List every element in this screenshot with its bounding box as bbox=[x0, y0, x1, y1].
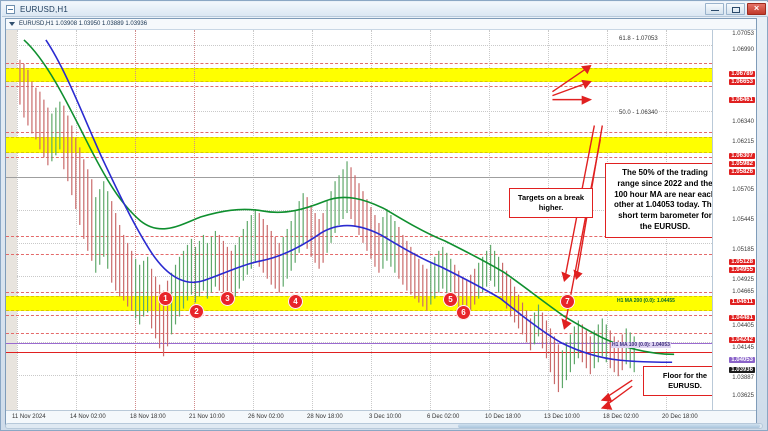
price-label: 1.06990 bbox=[732, 47, 754, 53]
targets-annotation: Targets on a break higher. bbox=[509, 188, 593, 219]
date-label: 28 Nov 18:00 bbox=[307, 414, 343, 420]
support-band-main bbox=[6, 296, 712, 311]
marker-6[interactable]: 6 bbox=[456, 305, 471, 320]
window-title: EURUSD,H1 bbox=[20, 4, 69, 14]
price-tag: 1.04955 bbox=[729, 267, 755, 273]
marker-7[interactable]: 7 bbox=[560, 294, 575, 309]
close-icon: ✕ bbox=[753, 5, 760, 13]
close-button[interactable]: ✕ bbox=[747, 3, 766, 15]
price-label: 1.04145 bbox=[732, 345, 754, 351]
date-label: 6 Dec 02:00 bbox=[427, 414, 460, 420]
price-label: 1.05705 bbox=[732, 187, 754, 193]
price-tag: 1.05982 bbox=[729, 161, 755, 167]
chart-subwindow: EURUSD,H1 1.03908 1.03950 1.03889 1.0393… bbox=[5, 18, 757, 429]
price-tag: 1.04611 bbox=[729, 299, 755, 305]
date-label: 21 Nov 10:00 bbox=[189, 414, 225, 420]
price-label: 1.04925 bbox=[732, 277, 754, 283]
date-label: 13 Dec 10:00 bbox=[544, 414, 580, 420]
date-label: 10 Dec 18:00 bbox=[485, 414, 521, 420]
price-label: 1.04665 bbox=[732, 289, 754, 295]
horizontal-scrollbar[interactable] bbox=[5, 423, 763, 429]
price-label: 1.04405 bbox=[732, 323, 754, 329]
date-label: 20 Dec 18:00 bbox=[662, 414, 698, 420]
symbol-quote-label: EURUSD,H1 1.03908 1.03950 1.03889 1.0393… bbox=[19, 21, 148, 27]
price-tag: 1.04481 bbox=[729, 315, 755, 321]
date-label: 26 Nov 02:00 bbox=[248, 414, 284, 420]
marker-5[interactable]: 5 bbox=[443, 292, 458, 307]
price-label: 1.06340 bbox=[732, 119, 754, 125]
chart-window-icon bbox=[6, 4, 15, 14]
chevron-down-icon[interactable] bbox=[9, 22, 15, 26]
price-label: 1.03887 bbox=[732, 375, 754, 381]
date-label: 3 Dec 10:00 bbox=[369, 414, 402, 420]
window-controls: ✕ bbox=[705, 3, 766, 15]
floor-support-line bbox=[6, 352, 712, 353]
price-tag: 1.05128 bbox=[729, 259, 755, 265]
date-label: 14 Nov 02:00 bbox=[70, 414, 106, 420]
price-tag: 1.06307 bbox=[729, 153, 755, 159]
left-margin-strip bbox=[6, 30, 17, 410]
marker-1[interactable]: 1 bbox=[158, 291, 173, 306]
marker-2[interactable]: 2 bbox=[189, 304, 204, 319]
ma100-level-line bbox=[6, 343, 712, 344]
price-label: 1.07053 bbox=[732, 31, 754, 37]
window-titlebar: EURUSD,H1 ✕ bbox=[2, 2, 768, 17]
maximize-button[interactable] bbox=[726, 3, 745, 15]
price-tag: 1.06461 bbox=[729, 97, 755, 103]
chart-quote-bar: EURUSD,H1 1.03908 1.03950 1.03889 1.0393… bbox=[6, 19, 756, 30]
price-tag: 1.06789 bbox=[729, 71, 755, 77]
plot-area[interactable]: 61.8 - 1.07053 50.0 - 1.06340 0.0 - 1.03… bbox=[6, 30, 712, 410]
date-label: 11 Nov 2024 bbox=[12, 414, 46, 420]
marker-3[interactable]: 3 bbox=[220, 291, 235, 306]
resistance-band-upper bbox=[6, 68, 712, 82]
price-axis[interactable]: 1.07053 1.06990 1.06789 1.06653 1.06461 … bbox=[712, 30, 756, 429]
scrollbar-thumb[interactable] bbox=[457, 424, 760, 428]
price-label: 1.05445 bbox=[732, 217, 754, 223]
minimize-button[interactable] bbox=[705, 3, 724, 15]
price-tag: 1.04053 bbox=[729, 357, 755, 363]
price-label: 1.03625 bbox=[732, 393, 754, 399]
price-tag: 1.04242 bbox=[729, 337, 755, 343]
fifty-percent-annotation: The 50% of the trading range since 2022 … bbox=[605, 163, 712, 238]
current-price-tag: 1.03936 bbox=[729, 367, 755, 373]
date-axis[interactable]: 11 Nov 2024 14 Nov 02:00 18 Nov 18:00 21… bbox=[6, 410, 756, 426]
date-label: 18 Dec 02:00 bbox=[603, 414, 639, 420]
marker-4[interactable]: 4 bbox=[288, 294, 303, 309]
ma200-value-tag: H1 MA 200 (0.0): 1.04455 bbox=[616, 298, 676, 304]
resistance-band-mid bbox=[6, 137, 712, 153]
ma100-value-tag: H1 MA 100 (0.0): 1.04053 bbox=[611, 342, 671, 348]
ma100-line bbox=[45, 39, 673, 364]
fib-label-618: 61.8 - 1.07053 bbox=[618, 36, 659, 42]
ma200-line bbox=[23, 39, 675, 356]
price-label: 1.05185 bbox=[732, 247, 754, 253]
date-label: 18 Nov 18:00 bbox=[130, 414, 166, 420]
price-tag: 1.05826 bbox=[729, 169, 755, 175]
floor-annotation: Floor for the EURUSD. bbox=[643, 366, 712, 397]
price-tag: 1.06653 bbox=[729, 79, 755, 85]
price-label: 1.06215 bbox=[732, 139, 754, 145]
fib-label-500: 50.0 - 1.06340 bbox=[618, 110, 659, 116]
